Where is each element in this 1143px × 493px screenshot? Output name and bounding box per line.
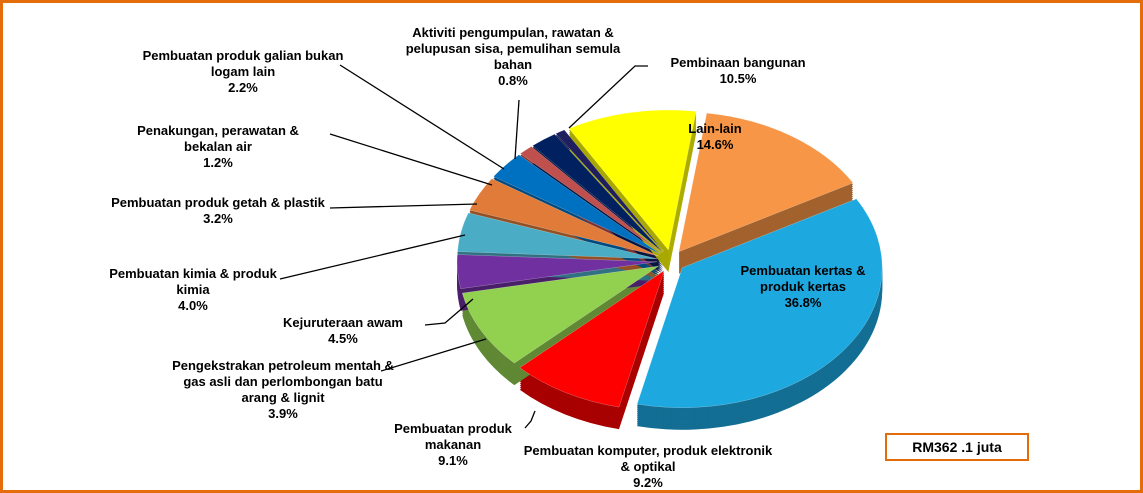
value-label: 9.2% xyxy=(633,475,663,490)
pie-slice xyxy=(532,133,663,253)
slice-label: Pembuatan komputer, produk elektronik & … xyxy=(518,443,778,490)
category-name: Pembuatan produk galian bukan logam lain xyxy=(142,48,344,79)
value-label: 10.5% xyxy=(719,71,757,86)
slice-label: Lain-lain 14.6% xyxy=(665,121,765,153)
leader-line xyxy=(380,338,487,372)
value-label: 9.1% xyxy=(438,453,468,468)
pie-slice xyxy=(493,154,661,255)
leader-line xyxy=(339,64,505,170)
slice-label: Pengekstrakan petroleum mentah & gas asl… xyxy=(168,358,398,422)
slice-label: Pembuatan produk galian bukan logam lain… xyxy=(128,48,358,96)
value-label: 3.2% xyxy=(203,211,233,226)
value-label: 3.9% xyxy=(268,406,298,421)
slice-label: Pembuatan produk makanan 9.1% xyxy=(368,421,538,469)
category-name: Pembuatan komputer, produk elektronik & … xyxy=(523,443,773,474)
category-name: Penakungan, perawatan & bekalan air xyxy=(137,123,299,154)
slice-label: Pembuatan produk getah & plastik 3.2% xyxy=(103,195,333,227)
slice-label: Aktiviti pengumpulan, rawatan & pelupusa… xyxy=(393,25,633,89)
total-annotation: RM362 .1 juta xyxy=(885,433,1029,461)
pie-slice xyxy=(457,212,658,260)
slice-label: Kejuruteraan awam 4.5% xyxy=(263,315,423,347)
value-label: 4.0% xyxy=(178,298,208,313)
value-label: 2.2% xyxy=(228,80,258,95)
value-label: 4.5% xyxy=(328,331,358,346)
leader-line xyxy=(329,203,478,209)
category-name: Lain-lain xyxy=(688,121,742,136)
slice-label: Penakungan, perawatan & bekalan air 1.2% xyxy=(123,123,313,171)
category-name: Pembinaan bangunan xyxy=(670,55,806,70)
slice-label: Pembuatan kimia & produk kimia 4.0% xyxy=(93,266,293,314)
leader-line xyxy=(279,234,466,280)
leader-line xyxy=(568,65,648,129)
value-label: 14.6% xyxy=(696,137,734,152)
pie-slice xyxy=(678,112,854,253)
pie-slice xyxy=(461,265,659,364)
pie-slice xyxy=(519,146,662,253)
chart xyxy=(279,64,883,430)
category-name: Aktiviti pengumpulan, rawatan & pelupusa… xyxy=(405,25,621,72)
leader-line xyxy=(424,298,474,326)
slice-label: Pembuatan kertas & produk kertas 36.8% xyxy=(718,263,888,311)
pie-slice xyxy=(568,109,697,251)
pie-slice xyxy=(555,129,664,252)
category-name: Pembuatan kertas & produk kertas xyxy=(740,263,866,294)
category-name: Pembuatan kimia & produk kimia xyxy=(109,266,277,297)
leader-line xyxy=(329,133,493,186)
value-label: 0.8% xyxy=(498,73,528,88)
category-name: Kejuruteraan awam xyxy=(283,315,403,330)
category-name: Pembuatan produk getah & plastik xyxy=(111,195,325,210)
pie-slice xyxy=(636,198,883,408)
category-name: Pembuatan produk makanan xyxy=(394,421,512,452)
value-label: 1.2% xyxy=(203,155,233,170)
leader-line xyxy=(524,410,536,429)
pie-slice xyxy=(519,270,665,408)
category-name: Pengekstrakan petroleum mentah & gas asl… xyxy=(172,358,394,405)
pie-slice xyxy=(469,178,659,257)
pie-slice xyxy=(456,254,658,289)
leader-line xyxy=(514,99,520,160)
value-label: 36.8% xyxy=(784,295,822,310)
slice-label: Pembinaan bangunan 10.5% xyxy=(638,55,838,87)
